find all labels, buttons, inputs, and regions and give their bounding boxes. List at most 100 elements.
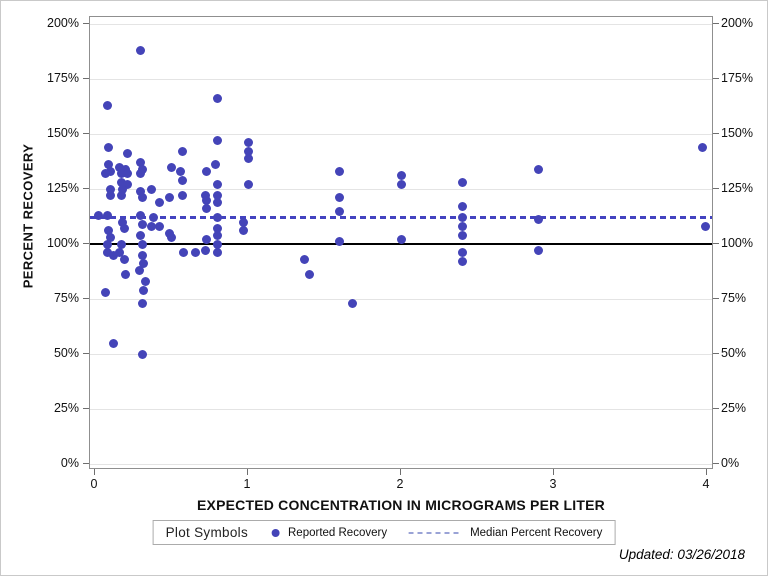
data-point xyxy=(101,169,111,179)
data-point xyxy=(93,210,103,220)
y-tick-left xyxy=(83,133,89,134)
y-tick-right xyxy=(713,353,719,354)
y-tick-right xyxy=(713,188,719,189)
data-point xyxy=(177,147,187,157)
data-point xyxy=(200,246,210,256)
y-tick-left xyxy=(83,408,89,409)
y-gridline xyxy=(90,78,712,80)
data-point xyxy=(534,246,544,256)
data-point xyxy=(116,169,126,179)
y-tick-label-left: 50% xyxy=(53,346,79,360)
y-tick-right xyxy=(713,463,719,464)
data-point xyxy=(136,186,146,196)
data-point xyxy=(121,270,131,280)
dashed-line-icon xyxy=(409,531,462,534)
y-tick-label-left: 150% xyxy=(47,126,79,140)
data-point xyxy=(396,171,406,181)
data-point xyxy=(137,349,147,359)
data-point xyxy=(136,45,146,55)
data-point xyxy=(119,254,129,264)
data-point xyxy=(136,169,146,179)
data-point xyxy=(300,254,310,264)
y-tick-label-right: 25% xyxy=(721,401,747,415)
data-point xyxy=(105,166,115,176)
x-axis-title: EXPECTED CONCENTRATION IN MICROGRAMS PER… xyxy=(197,497,605,513)
y-tick-left xyxy=(83,298,89,299)
y-tick-left xyxy=(83,23,89,24)
y-tick-label-right: 0% xyxy=(721,456,740,470)
data-point xyxy=(104,226,114,236)
data-point xyxy=(457,230,467,240)
data-point xyxy=(335,166,345,176)
data-point xyxy=(102,239,112,249)
y-tick-label-right: 175% xyxy=(721,71,753,85)
data-point xyxy=(238,226,248,236)
data-point xyxy=(105,232,115,242)
data-point xyxy=(212,197,222,207)
x-tick xyxy=(246,469,248,475)
data-point xyxy=(457,202,467,212)
data-point xyxy=(154,221,164,231)
y-tick-label-left: 100% xyxy=(47,236,79,250)
legend-item-label: Median Percent Recovery xyxy=(470,526,603,539)
x-tick-label: 4 xyxy=(702,477,710,491)
y-tick-left xyxy=(83,188,89,189)
y-tick-left xyxy=(83,243,89,244)
data-point xyxy=(191,248,201,258)
scatter-marker-icon xyxy=(272,528,280,537)
data-point xyxy=(212,248,222,258)
data-point xyxy=(177,175,187,185)
y-tick-right xyxy=(713,298,719,299)
x-tick xyxy=(552,469,554,475)
y-tick-label-right: 100% xyxy=(721,236,753,250)
x-tick xyxy=(93,469,95,475)
data-point xyxy=(457,248,467,258)
y-gridline xyxy=(90,463,712,465)
data-point xyxy=(137,250,147,260)
data-point xyxy=(211,160,221,170)
data-point xyxy=(136,230,146,240)
median-recovery-line xyxy=(90,216,712,220)
y-tick-label-left: 125% xyxy=(47,181,79,195)
data-point xyxy=(134,265,144,275)
data-point xyxy=(118,184,128,194)
data-point xyxy=(147,184,157,194)
data-point xyxy=(457,221,467,231)
data-point xyxy=(102,100,112,110)
data-point xyxy=(105,191,115,201)
y-tick-right xyxy=(713,78,719,79)
legend-item-reported-recovery: Reported Recovery xyxy=(272,527,387,539)
data-point xyxy=(102,248,112,258)
data-point xyxy=(457,257,467,267)
y-tick-left xyxy=(83,463,89,464)
plot-area xyxy=(89,16,713,469)
data-point xyxy=(202,204,212,214)
data-point xyxy=(243,147,253,157)
data-point xyxy=(534,215,544,225)
data-point xyxy=(202,195,212,205)
data-point xyxy=(108,338,118,348)
data-point xyxy=(137,239,147,249)
data-point xyxy=(212,224,222,234)
data-point xyxy=(212,94,222,104)
data-point xyxy=(167,162,176,172)
y-gridline xyxy=(90,23,712,25)
x-tick-label: 2 xyxy=(396,477,404,491)
data-point xyxy=(243,180,253,190)
data-point xyxy=(122,180,132,190)
data-point xyxy=(116,177,126,187)
data-point xyxy=(104,160,114,170)
data-point xyxy=(122,169,132,179)
data-point xyxy=(243,138,253,148)
y-gridline xyxy=(90,298,712,300)
data-point xyxy=(165,193,175,203)
data-point xyxy=(108,250,118,260)
data-point xyxy=(176,166,186,176)
data-point xyxy=(396,180,406,190)
data-point xyxy=(457,177,467,187)
data-point xyxy=(154,197,164,207)
y-tick-left xyxy=(83,353,89,354)
data-point xyxy=(335,193,345,203)
data-point xyxy=(335,206,345,216)
